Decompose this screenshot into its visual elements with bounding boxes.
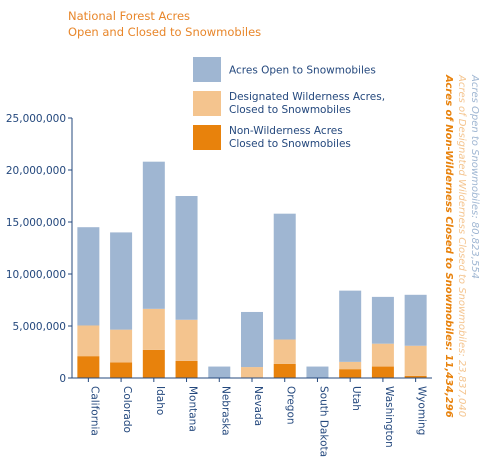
bar-colorado-series-0 [110, 362, 133, 378]
bar-montana-series-2 [175, 196, 198, 320]
x-tick-label: Nevada [252, 386, 264, 426]
y-tick-label: 20,000,000 [6, 165, 66, 177]
x-tick-label: Colorado [121, 386, 133, 433]
bar-washington-series-1 [371, 343, 394, 367]
bar-california-series-1 [77, 325, 100, 357]
side-notes: Acres Open to Snowmobiles: 80,823,554Acr… [443, 74, 480, 418]
bar-wyoming-series-2 [404, 294, 427, 346]
legend: Acres Open to Snowmobiles Designated Wild… [193, 57, 385, 150]
bar-california-series-2 [77, 227, 100, 326]
bar-utah-series-0 [339, 369, 362, 378]
y-tick-label: 10,000,000 [6, 269, 66, 281]
bar-montana-series-0 [175, 360, 198, 378]
legend-swatch [193, 57, 221, 82]
y-axis: 0 5,000,000 10,000,000 15,000,000 20,000,000… [6, 113, 73, 385]
y-tick-label: 15,000,000 [6, 217, 66, 229]
bar-wyoming-series-1 [404, 345, 427, 376]
bar-nevada-series-2 [241, 311, 263, 368]
side-note: Acres of Non-Wilderness Closed to Snowmo… [443, 74, 454, 418]
bar-utah-series-1 [339, 361, 362, 370]
bar-washington-series-2 [371, 296, 394, 344]
bar-california-series-0 [77, 356, 100, 378]
x-tick-label: California [88, 386, 100, 436]
x-tick-label: Wyoming [416, 386, 428, 435]
side-note: Acres of Designated Wilderness Closed to… [456, 74, 467, 417]
x-tick-label: South Dakota [317, 386, 329, 457]
bar-oregon-series-0 [273, 363, 296, 378]
side-note: Acres Open to Snowmobiles: 80,823,554 [469, 74, 480, 279]
x-tick-label: Montana [187, 386, 199, 432]
bar-oregon-series-1 [273, 339, 296, 364]
legend-swatch [193, 91, 221, 116]
legend-label: Acres Open to Snowmobiles [229, 65, 376, 77]
bar-montana-series-1 [175, 319, 198, 361]
y-tick-label: 0 [59, 373, 66, 385]
chart-title: National Forest Acres [68, 9, 190, 23]
bar-utah-series-2 [339, 290, 362, 362]
bar-oregon-series-2 [273, 213, 296, 340]
legend-label: Designated Wilderness Acres, Closed to Sn… [229, 91, 385, 116]
bar-nebraska-series-2 [208, 366, 231, 378]
x-axis: California Colorado Idaho Montana Nebraska Ne… [72, 377, 432, 457]
legend-label: Non-Wilderness Acres Closed to Snowmobile… [229, 125, 351, 150]
x-tick-label: Nebraska [219, 386, 231, 436]
bar-south-dakota-series-2 [306, 366, 329, 378]
bar-colorado-series-2 [110, 232, 133, 330]
y-tick-label: 5,000,000 [13, 321, 66, 333]
bar-colorado-series-1 [110, 329, 133, 363]
bar-idaho-series-1 [142, 308, 165, 350]
x-tick-label: Washington [383, 386, 395, 448]
y-tick-label: 25,000,000 [6, 113, 66, 125]
bar-idaho-series-0 [142, 349, 165, 378]
x-tick-label: Utah [350, 386, 362, 411]
x-tick-label: Oregon [285, 386, 297, 425]
bar-washington-series-0 [371, 366, 394, 378]
bar-nevada-series-1 [241, 367, 263, 378]
x-tick-label: Idaho [154, 386, 166, 415]
bar-wyoming-series-0 [404, 375, 427, 378]
chart-subtitle: Open and Closed to Snowmobiles [68, 25, 261, 39]
bars [77, 161, 427, 378]
bar-idaho-series-2 [142, 161, 165, 309]
legend-swatch [193, 125, 221, 150]
